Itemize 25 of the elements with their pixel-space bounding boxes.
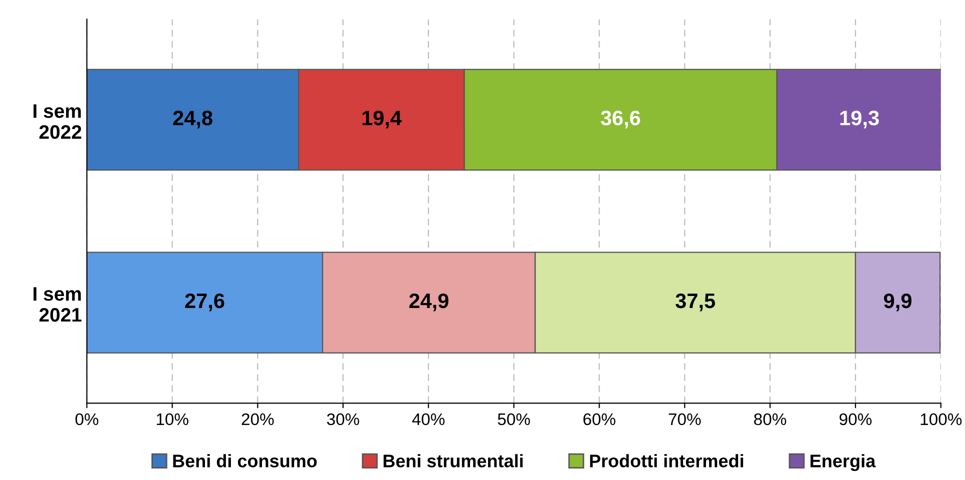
y-tick-label: I sem 2021 <box>34 287 82 322</box>
x-tick-label: 0% <box>75 413 98 426</box>
legend-label: Beni strumentali <box>384 454 523 468</box>
x-tick-label: 70% <box>668 413 701 426</box>
x-tick-label: 60% <box>583 413 616 426</box>
legend-label: Beni di consumo <box>173 454 317 468</box>
data-label: 24,9 <box>409 293 448 312</box>
x-tick-label: 20% <box>242 413 274 426</box>
x-tick-label: 80% <box>754 413 786 426</box>
x-tick-label: 50% <box>498 413 530 426</box>
data-label: 36,6 <box>600 110 640 128</box>
x-tick-label: 90% <box>840 413 872 426</box>
x-tick-label: 30% <box>327 413 360 426</box>
data-label: 19,3 <box>840 110 879 128</box>
data-label: 37,5 <box>676 293 716 312</box>
data-label: 19,4 <box>362 110 402 128</box>
data-label: 9,9 <box>884 293 912 312</box>
data-label: 24,8 <box>173 110 212 128</box>
x-tick-label: 10% <box>156 413 188 426</box>
legend-label: Prodotti intermedi <box>590 454 744 468</box>
y-tick-label: I sem 2022 <box>34 104 82 139</box>
x-tick-label: 40% <box>412 413 445 426</box>
data-label: 27,6 <box>185 293 224 312</box>
x-tick-label: 100% <box>920 413 962 426</box>
legend-label: Energia <box>810 454 876 472</box>
